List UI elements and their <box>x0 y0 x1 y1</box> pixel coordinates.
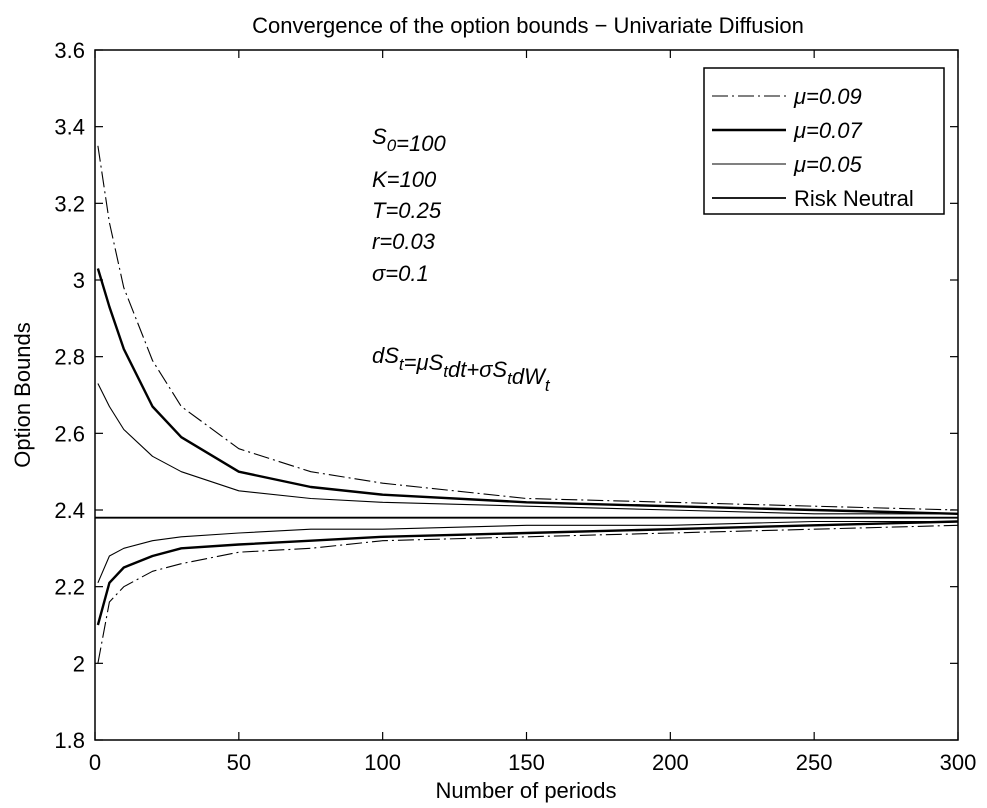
x-tick-label: 200 <box>652 750 689 775</box>
axis-ticks: 0 50 100 150 200 250 300 1.8 2 2.2 2.4 2.6 2.8 3 3.2 3.… <box>54 38 976 775</box>
x-tick-label: 50 <box>227 750 251 775</box>
y-axis-label: Option Bounds <box>10 322 35 468</box>
y-tick-label: 3 <box>73 268 85 293</box>
series-line-upper-1 <box>96 268 959 515</box>
x-tick-label: 0 <box>89 750 101 775</box>
series-lines <box>95 145 959 664</box>
series-line-upper-2 <box>97 383 958 515</box>
legend-box <box>703 67 945 215</box>
y-tick-label: 3.6 <box>54 38 85 63</box>
chart-title: Convergence of the option bounds − Univa… <box>252 13 804 38</box>
legend-label: μ=0.07 <box>793 118 862 143</box>
y-tick-label: 2 <box>73 651 85 676</box>
annotation-k: K=100 <box>372 167 437 192</box>
x-tick-label: 250 <box>796 750 833 775</box>
annotation-s0: S0=100 <box>372 124 446 156</box>
annotation-sde: dSt=μStdt+σStdWt <box>372 343 551 395</box>
series-line-upper-0 <box>97 145 959 511</box>
series-line-lower-1 <box>96 520 959 626</box>
y-tick-label: 2.2 <box>54 575 85 600</box>
legend-label: Risk Neutral <box>794 186 914 211</box>
parameter-annotations: S0=100 K=100 T=0.25 r=0.03 σ=0.1 dSt=μStdt+σS… <box>372 124 551 395</box>
series-line-lower-2 <box>97 520 958 584</box>
x-tick-label: 150 <box>508 750 545 775</box>
y-tick-label: 2.6 <box>54 421 85 446</box>
y-tick-label: 2.8 <box>54 345 85 370</box>
legend-label: μ=0.05 <box>793 152 862 177</box>
y-tick-label: 3.4 <box>54 115 85 140</box>
y-tick-label: 1.8 <box>54 728 85 753</box>
x-tick-label: 300 <box>940 750 977 775</box>
legend: μ=0.09 μ=0.07 μ=0.05 Risk Neutral <box>703 67 945 215</box>
y-tick-label: 2.4 <box>54 498 85 523</box>
x-axis-label: Number of periods <box>436 778 617 803</box>
annotation-sigma: σ=0.1 <box>372 261 429 286</box>
annotation-t: T=0.25 <box>372 198 442 223</box>
series-line-lower-0 <box>97 524 959 664</box>
x-tick-label: 100 <box>364 750 401 775</box>
annotation-r: r=0.03 <box>372 229 436 254</box>
legend-label: μ=0.09 <box>793 84 862 109</box>
y-tick-label: 3.2 <box>54 191 85 216</box>
